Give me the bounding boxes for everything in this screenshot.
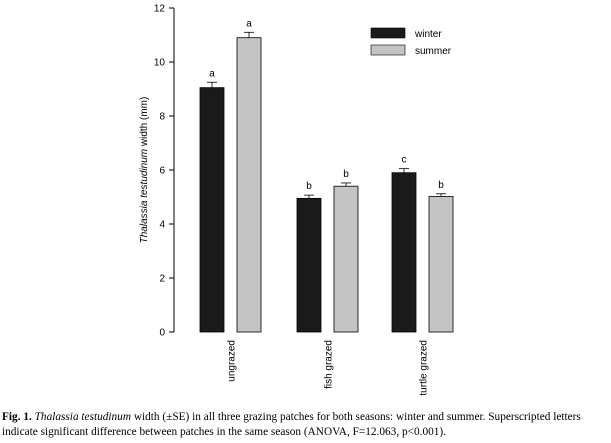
legend-label-winter: winter: [414, 29, 442, 40]
figure-caption: Fig. 1. Thalassia testudinum width (±SE)…: [2, 410, 609, 440]
bar-chart: 0 2 4 6 8 10 12 a a b b c b ungrazed fish grazed turt…: [139, 4, 454, 396]
bar-winter: [391, 172, 417, 333]
significance-letter: a: [246, 18, 252, 29]
y-axis-label-unit: width (mm): [139, 97, 150, 149]
legend-swatch-winter: [370, 27, 406, 39]
caption-text: width (±SE) in all three grazing patches…: [2, 411, 581, 438]
y-tick-label: 6: [159, 166, 165, 177]
x-category-label: fish grazed: [324, 340, 335, 389]
x-axis-labels: ungrazed fish grazed turtle grazed: [227, 340, 430, 396]
bar-winter: [199, 87, 225, 333]
bar-winter: [296, 197, 322, 333]
y-tick-label: 10: [154, 58, 166, 69]
significance-letter: b: [343, 169, 349, 180]
legend-swatch-summer: [370, 44, 406, 56]
plot-area: 0 2 4 6 8 10 12 a a b b c b ungrazed fish grazed turt…: [139, 4, 454, 396]
significance-letter: c: [402, 155, 407, 166]
bar-summer: [333, 185, 359, 333]
y-axis-label: Thalassia testudinum width (mm): [139, 97, 150, 244]
significance-letter: b: [306, 181, 312, 192]
bar-series: a a b b c b: [199, 18, 454, 333]
significance-letter: b: [438, 180, 444, 191]
y-tick-label: 4: [159, 220, 165, 231]
x-category-label: turtle grazed: [419, 340, 430, 396]
x-category-label: ungrazed: [227, 340, 238, 382]
y-tick-label: 0: [159, 328, 165, 339]
bar-summer: [236, 37, 262, 333]
legend: winter summer: [370, 27, 452, 57]
legend-label-summer: summer: [415, 46, 452, 57]
caption-label: Fig. 1.: [2, 411, 32, 423]
y-axis-ticks: 0 2 4 6 8 10 12: [154, 4, 174, 339]
bar-summer: [428, 196, 454, 333]
y-tick-label: 12: [154, 4, 166, 15]
y-tick-label: 8: [159, 112, 165, 123]
y-axis-label-species: Thalassia testudinum: [139, 149, 150, 244]
y-tick-label: 2: [159, 274, 165, 285]
significance-letter: a: [209, 68, 215, 79]
caption-species: Thalassia testudinum: [34, 411, 131, 423]
